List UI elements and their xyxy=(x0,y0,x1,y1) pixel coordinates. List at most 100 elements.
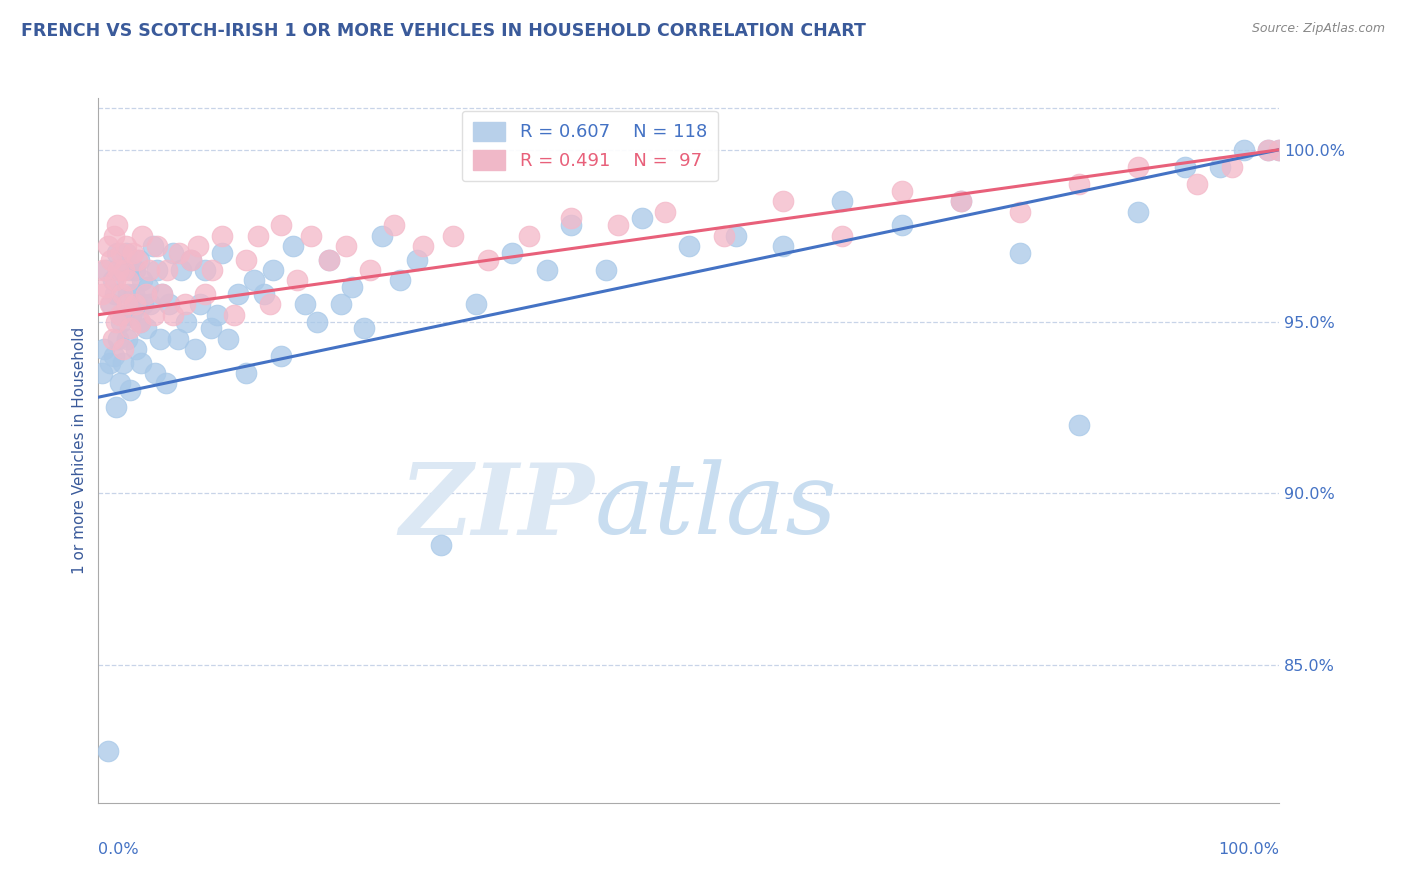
Point xyxy=(200,321,222,335)
Point xyxy=(146,239,169,253)
Point xyxy=(110,314,132,328)
Point xyxy=(180,252,202,267)
Point xyxy=(112,356,135,370)
Point xyxy=(246,228,269,243)
Point xyxy=(142,308,165,322)
Point xyxy=(94,263,117,277)
Point xyxy=(654,204,676,219)
Point xyxy=(128,314,150,328)
Point xyxy=(118,263,141,277)
Point xyxy=(1185,177,1208,191)
Point xyxy=(335,239,357,253)
Point xyxy=(270,219,292,233)
Point xyxy=(128,252,150,267)
Point xyxy=(1008,245,1031,260)
Point xyxy=(187,239,209,253)
Point xyxy=(259,297,281,311)
Point xyxy=(107,332,129,346)
Point xyxy=(156,263,179,277)
Point xyxy=(93,342,115,356)
Point xyxy=(1268,143,1291,157)
Point xyxy=(283,239,305,253)
Point xyxy=(127,252,149,267)
Point xyxy=(127,297,149,311)
Point xyxy=(270,349,292,363)
Point xyxy=(136,280,159,294)
Point xyxy=(342,280,364,294)
Point xyxy=(97,239,120,253)
Point xyxy=(131,228,153,243)
Point xyxy=(180,252,202,267)
Point xyxy=(135,321,157,335)
Point xyxy=(430,538,453,552)
Point xyxy=(890,184,912,198)
Point xyxy=(91,287,114,301)
Point xyxy=(184,342,207,356)
Point xyxy=(132,297,155,311)
Point xyxy=(117,273,139,287)
Point xyxy=(560,219,582,233)
Point xyxy=(630,211,652,226)
Point xyxy=(949,194,972,209)
Point xyxy=(772,194,794,209)
Point xyxy=(519,228,541,243)
Point xyxy=(162,308,184,322)
Point xyxy=(713,228,735,243)
Point xyxy=(607,219,630,233)
Point xyxy=(117,287,139,301)
Point xyxy=(91,263,114,277)
Point xyxy=(104,287,127,301)
Point xyxy=(560,211,582,226)
Point xyxy=(114,245,136,260)
Point xyxy=(294,297,316,311)
Point xyxy=(1209,160,1232,174)
Point xyxy=(103,349,125,363)
Point xyxy=(124,297,146,311)
Point xyxy=(129,356,152,370)
Point xyxy=(388,273,411,287)
Point xyxy=(111,263,134,277)
Point xyxy=(194,287,217,301)
Point xyxy=(831,228,853,243)
Point xyxy=(162,245,184,260)
Point xyxy=(100,252,122,267)
Point xyxy=(115,332,138,346)
Point xyxy=(105,219,128,233)
Point xyxy=(477,252,499,267)
Point xyxy=(150,287,173,301)
Point xyxy=(103,228,125,243)
Point xyxy=(170,263,193,277)
Point xyxy=(167,245,190,260)
Point xyxy=(1067,417,1090,432)
Point xyxy=(98,356,121,370)
Text: FRENCH VS SCOTCH-IRISH 1 OR MORE VEHICLES IN HOUSEHOLD CORRELATION CHART: FRENCH VS SCOTCH-IRISH 1 OR MORE VEHICLE… xyxy=(21,22,866,40)
Point xyxy=(188,297,211,311)
Point xyxy=(174,314,197,328)
Point xyxy=(101,332,124,346)
Point xyxy=(108,308,131,322)
Point xyxy=(406,252,429,267)
Point xyxy=(98,297,121,311)
Point xyxy=(1008,204,1031,219)
Point xyxy=(139,297,162,311)
Point xyxy=(441,228,464,243)
Point xyxy=(91,366,114,380)
Point xyxy=(1268,143,1291,157)
Point xyxy=(235,252,257,267)
Text: 100.0%: 100.0% xyxy=(1219,841,1279,856)
Point xyxy=(105,245,128,260)
Point xyxy=(157,297,180,311)
Point xyxy=(142,239,165,253)
Point xyxy=(128,314,150,328)
Point xyxy=(149,332,172,346)
Y-axis label: 1 or more Vehicles in Household: 1 or more Vehicles in Household xyxy=(72,326,87,574)
Point xyxy=(318,252,340,267)
Point xyxy=(226,287,249,301)
Point xyxy=(124,263,146,277)
Point xyxy=(105,314,128,328)
Point xyxy=(173,297,195,311)
Point xyxy=(155,376,177,391)
Point xyxy=(166,332,188,346)
Point xyxy=(305,314,328,328)
Point xyxy=(235,366,257,380)
